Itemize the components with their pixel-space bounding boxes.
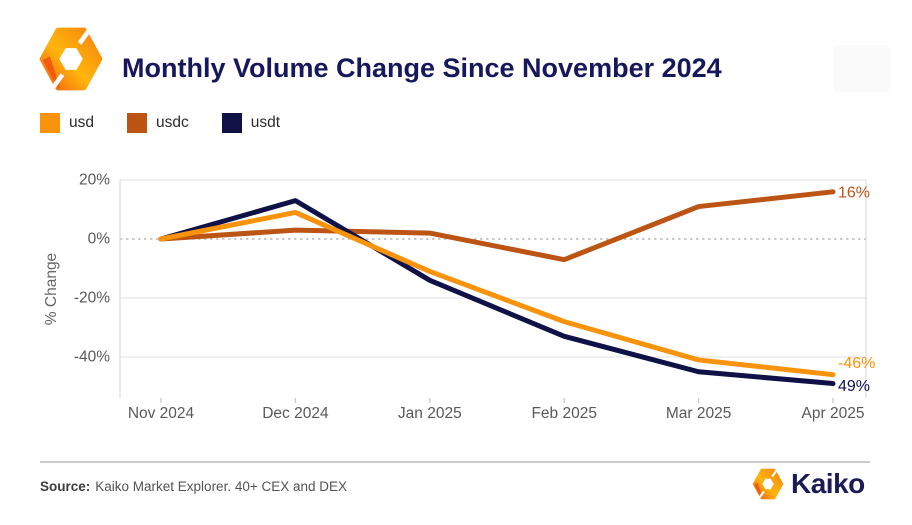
x-tick-label: Mar 2025 bbox=[666, 405, 731, 422]
logo-gap-top bbox=[77, 26, 95, 45]
y-tick-label: 0% bbox=[88, 231, 111, 248]
series-line-usdc bbox=[158, 189, 836, 263]
y-tick-label: -20% bbox=[74, 290, 110, 307]
logo-gap-bottom bbox=[47, 73, 65, 92]
x-tick-label: Feb 2025 bbox=[531, 405, 597, 422]
series-line-usdt bbox=[158, 198, 836, 387]
legend-item-usdt: usdt bbox=[221, 113, 281, 133]
source-line: Source: Kaiko Market Explorer. 40+ CEX an… bbox=[40, 479, 347, 494]
legend-item-usdc: usdc bbox=[127, 113, 189, 133]
footer-divider bbox=[40, 461, 870, 463]
y-axis-title: % Change bbox=[43, 253, 60, 325]
end-label-usdc: 16% bbox=[838, 184, 870, 201]
legend-swatch-usdt bbox=[221, 113, 242, 133]
footer-brand-name: Kaiko bbox=[791, 468, 865, 499]
source-text: Kaiko Market Explorer. 40+ CEX and DEX bbox=[95, 479, 348, 494]
kaiko-logo-icon bbox=[39, 26, 103, 92]
legend-swatch-usd bbox=[40, 113, 60, 133]
x-tick-label: Dec 2024 bbox=[262, 405, 329, 422]
x-tick-label: Nov 2024 bbox=[128, 405, 195, 422]
legend-label-usdt: usdt bbox=[250, 114, 281, 131]
y-tick-label: 20% bbox=[79, 172, 110, 189]
x-tick-label: Apr 2025 bbox=[802, 405, 865, 422]
series-line-usd bbox=[158, 209, 836, 378]
legend-swatch-usdc bbox=[127, 113, 147, 133]
page-title: Monthly Volume Change Since November 202… bbox=[122, 53, 722, 83]
kaiko-footer-logo-icon bbox=[752, 468, 784, 500]
legend-label-usdc: usdc bbox=[156, 114, 189, 131]
legend-label-usd: usd bbox=[69, 114, 94, 131]
footer-brand: Kaiko bbox=[752, 468, 865, 500]
chart-legend: usd usdc usdt bbox=[40, 113, 280, 133]
legend-item-usd: usd bbox=[40, 113, 94, 133]
logo-ring bbox=[39, 27, 103, 91]
end-label-usdt: 49% bbox=[838, 378, 870, 395]
y-tick-label: -40% bbox=[74, 349, 110, 366]
faint-background-box bbox=[833, 45, 891, 92]
x-tick-label: Jan 2025 bbox=[398, 405, 462, 422]
end-label-usd: -46% bbox=[838, 355, 875, 372]
source-label: Source: bbox=[40, 479, 91, 494]
